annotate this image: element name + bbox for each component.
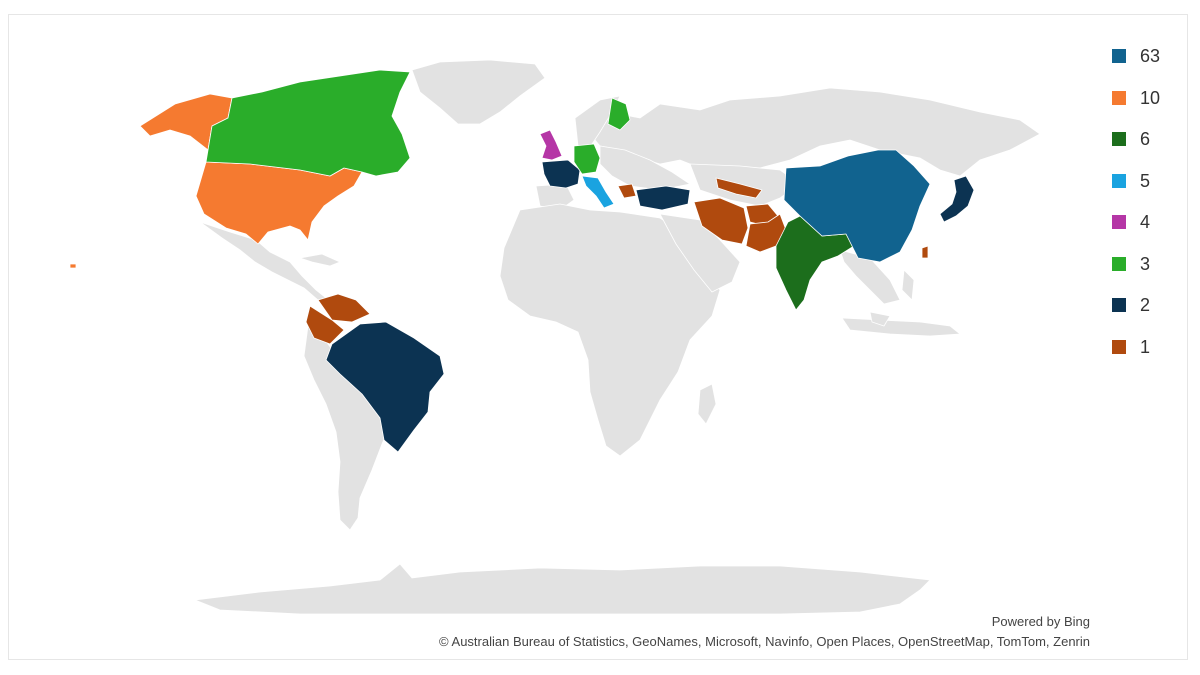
land-antarctica <box>194 563 931 615</box>
land-africa <box>499 203 721 457</box>
land-southeast-asia <box>839 249 901 305</box>
legend-item[interactable]: 3 <box>1112 250 1182 278</box>
legend-swatch <box>1112 339 1126 354</box>
legend-label: 63 <box>1140 46 1161 66</box>
country-japan[interactable] <box>939 175 975 223</box>
base-land <box>194 59 1041 615</box>
legend-item[interactable]: 10 <box>1112 84 1182 112</box>
legend-swatch <box>1112 215 1126 229</box>
legend-label: 6 <box>1140 129 1151 149</box>
legend-label: 1 <box>1140 336 1151 357</box>
country-iran[interactable] <box>693 197 749 245</box>
legend-item[interactable]: 2 <box>1112 291 1182 319</box>
legend-swatch <box>1112 256 1126 271</box>
legend-swatch <box>1112 173 1126 188</box>
legend-item[interactable]: 4 <box>1112 208 1182 236</box>
land-eurasia <box>574 87 1041 177</box>
legend-label: 10 <box>1140 87 1161 108</box>
country-finland[interactable] <box>607 97 631 131</box>
legend-item[interactable]: 63 <box>1112 42 1182 70</box>
colored-countries <box>69 69 975 453</box>
country-turkey[interactable] <box>635 185 691 211</box>
land-eastern-europe <box>599 145 692 191</box>
country-colombia[interactable] <box>305 305 345 345</box>
legend-item[interactable]: 5 <box>1112 167 1182 195</box>
country-china[interactable] <box>783 149 931 263</box>
legend-swatch <box>1112 132 1126 146</box>
land-madagascar <box>697 383 717 425</box>
map-copyright: © Australian Bureau of Statistics, GeoNa… <box>439 634 1090 649</box>
legend-item[interactable]: 1 <box>1112 333 1182 361</box>
legend-label: 2 <box>1140 295 1151 315</box>
country-italy[interactable] <box>581 175 615 209</box>
legend-item[interactable]: 6 <box>1112 125 1182 153</box>
legend: 63 10 6 5 4 3 2 1 <box>1112 42 1182 374</box>
land-caribbean <box>299 253 342 267</box>
country-france[interactable] <box>541 159 581 189</box>
legend-label: 4 <box>1140 212 1151 232</box>
legend-label: 5 <box>1140 170 1151 191</box>
powered-by-bing: Powered by Bing <box>991 614 1090 629</box>
country-united-states-hawaii[interactable] <box>69 263 77 269</box>
land-philippines <box>901 269 915 301</box>
legend-swatch <box>1112 90 1126 105</box>
country-germany[interactable] <box>573 143 601 175</box>
country-uzbekistan[interactable] <box>715 177 763 199</box>
legend-swatch <box>1112 298 1126 312</box>
country-taiwan[interactable] <box>921 245 929 259</box>
land-indonesia <box>841 317 962 337</box>
land-oceania-edge <box>869 311 891 327</box>
country-brazil[interactable] <box>325 321 445 453</box>
legend-label: 3 <box>1140 253 1151 274</box>
legend-swatch <box>1112 49 1126 63</box>
country-canada[interactable] <box>205 69 411 177</box>
country-greece[interactable] <box>617 183 637 199</box>
country-united-kingdom[interactable] <box>539 129 563 161</box>
land-greenland <box>411 59 546 125</box>
